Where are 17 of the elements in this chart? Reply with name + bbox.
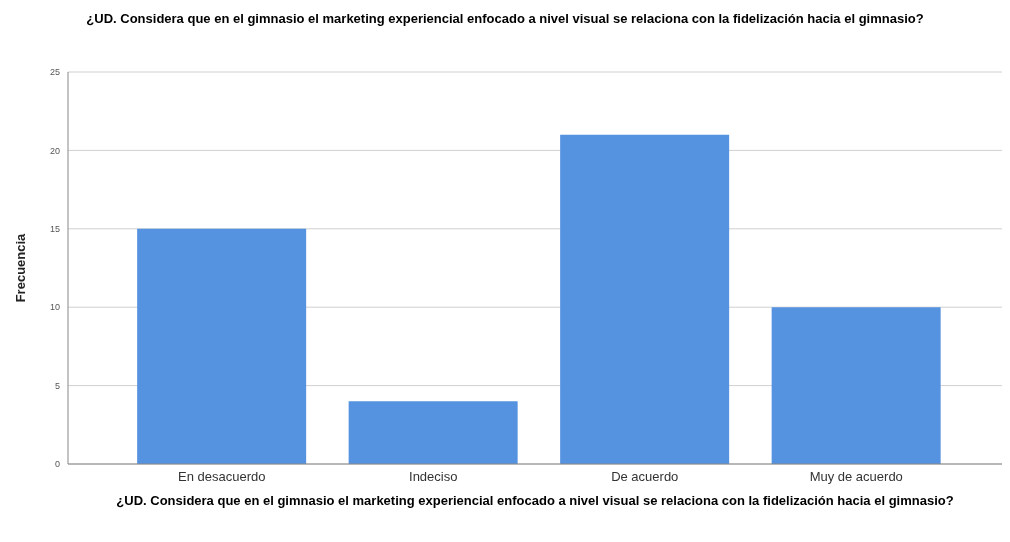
x-tick-label: Muy de acuerdo: [809, 469, 903, 485]
y-axis-title: Frecuencia: [12, 232, 28, 303]
y-tick-label: 25: [49, 67, 60, 78]
bar: [137, 228, 307, 464]
y-tick-label: 5: [54, 380, 60, 391]
bar: [771, 307, 941, 464]
x-tick-label: De acuerdo: [611, 469, 679, 485]
bar: [348, 401, 518, 464]
y-tick-label: 15: [49, 224, 60, 234]
y-tick-label: 10: [49, 302, 60, 313]
y-tick-label: 0: [54, 459, 60, 470]
x-axis-title: ¿UD. Considera que en el gimnasio el marketing experiencial enfocado a nivel visual se relaciona con la fidelización hacia el gimnasio?: [115, 493, 955, 508]
x-tick-label: Indeciso: [409, 469, 458, 485]
y-tick-label: 20: [49, 145, 60, 156]
bar: [560, 134, 730, 464]
x-tick-label: En desacuerdo: [178, 469, 266, 485]
chart-title: ¿UD. Considera que en el gimnasio el marketing experiencial enfocado a nivel visual se relaciona con la fidelización hacia el gimnasio?: [85, 10, 925, 28]
